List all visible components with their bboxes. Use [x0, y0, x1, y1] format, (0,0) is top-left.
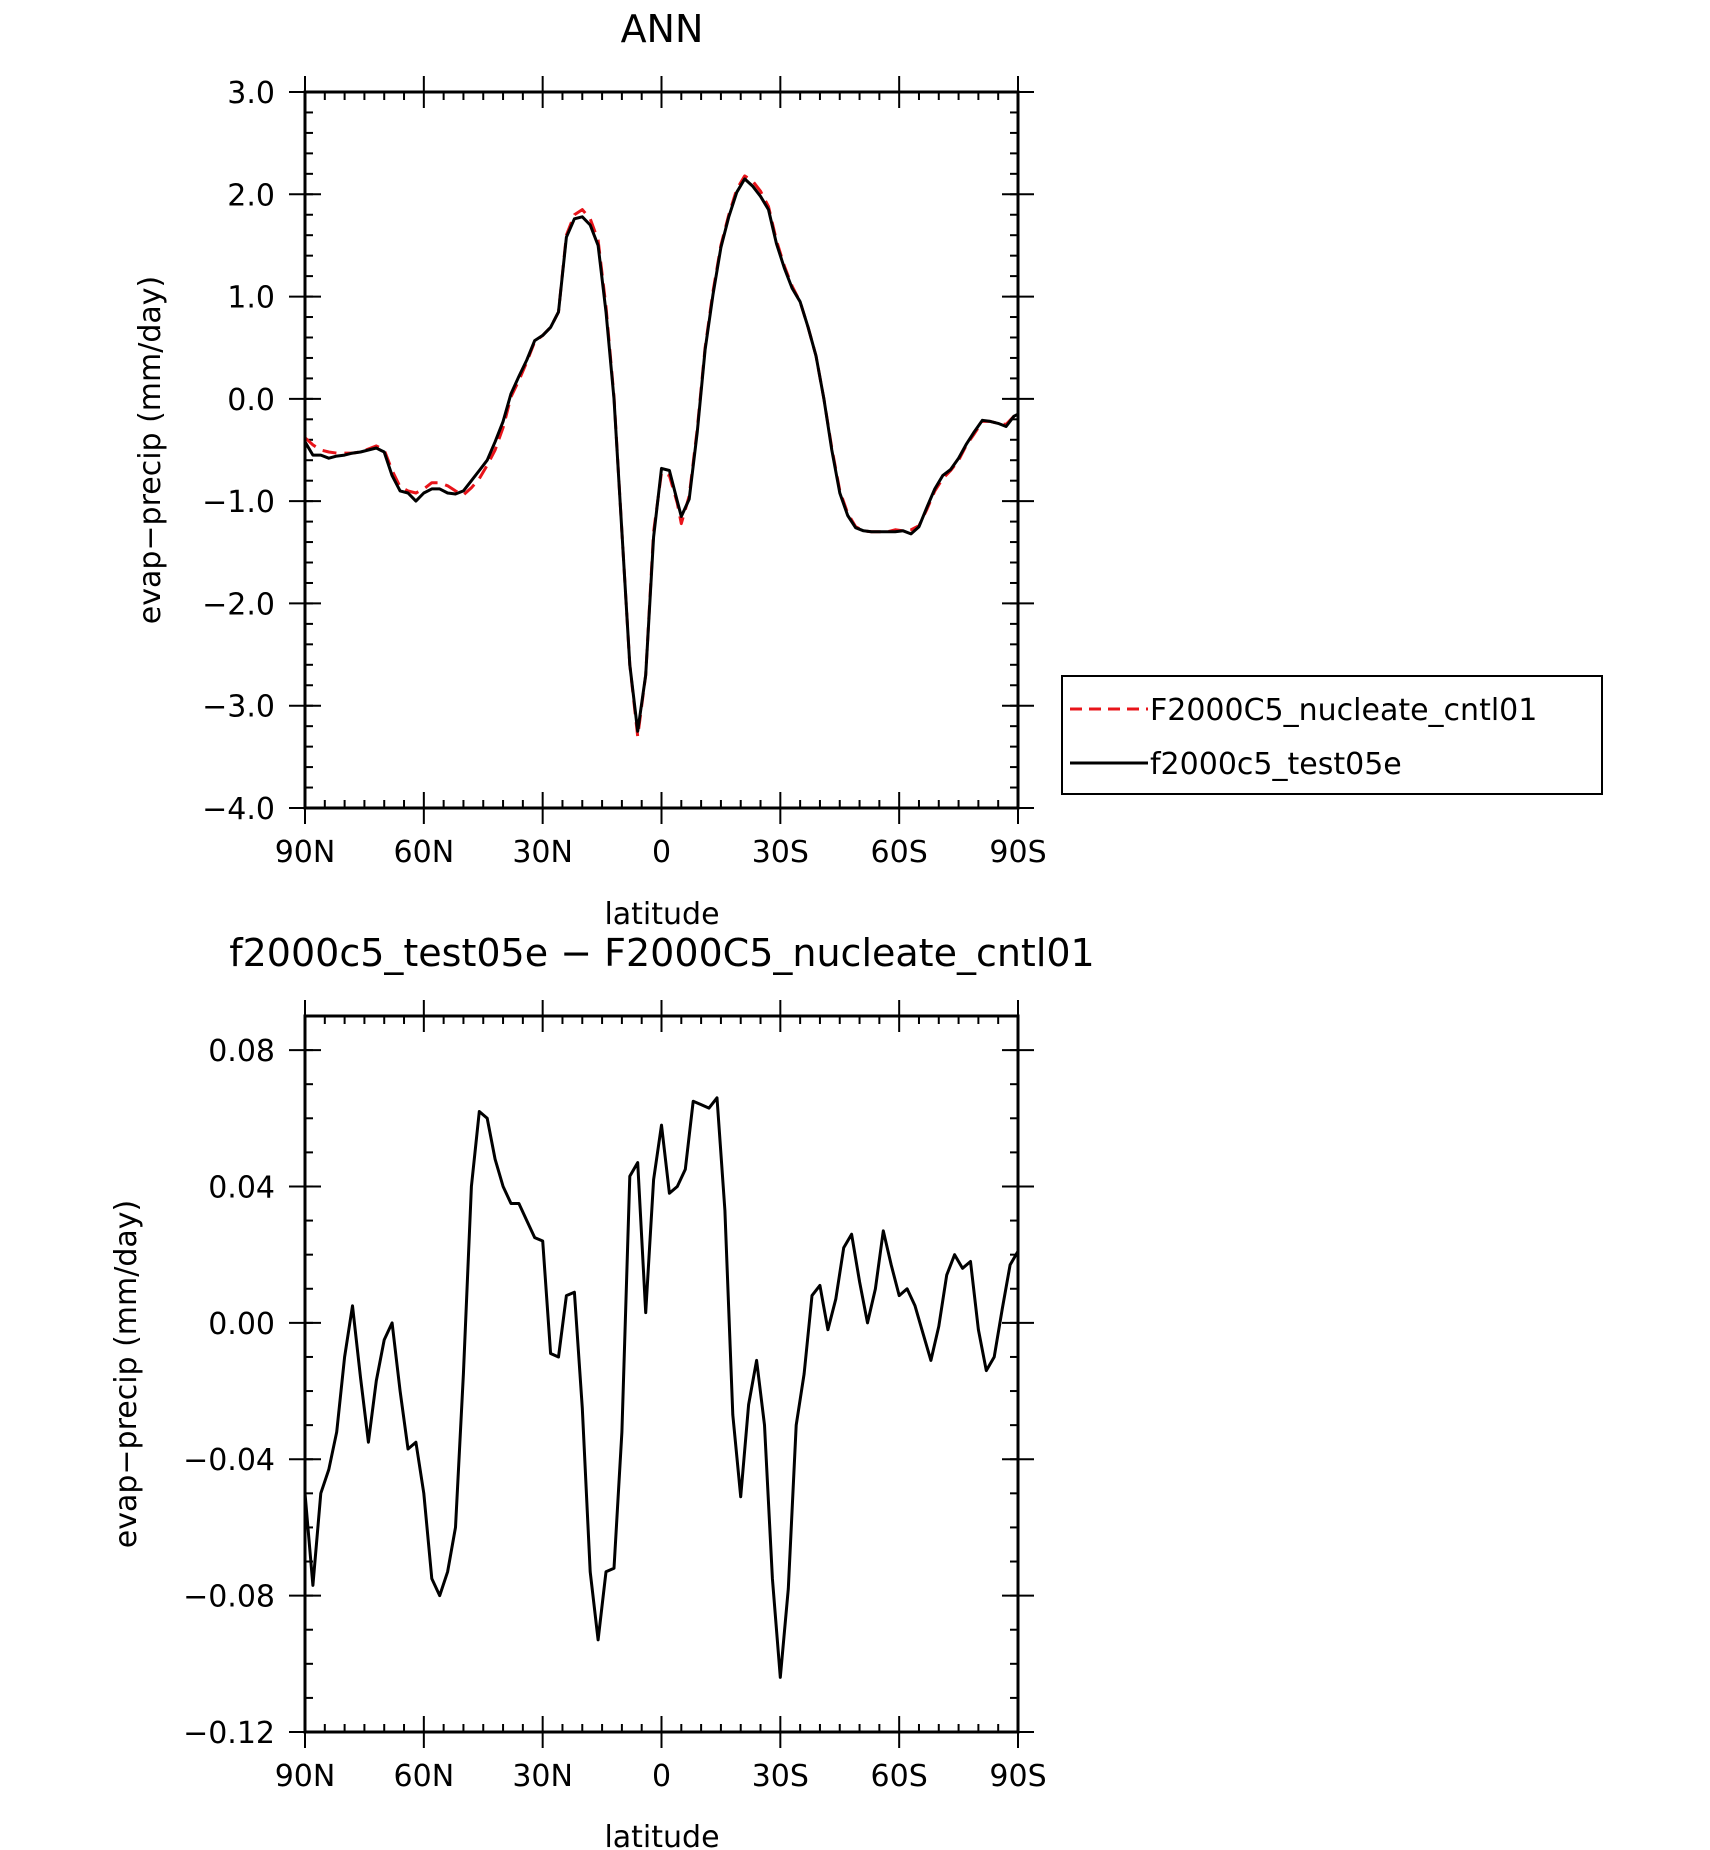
bottom-tick-labels: 90N 60N 30N 0 30S 60S 90S −0.12 −0.08 −0.04 0.00 0.… [183, 1034, 1047, 1794]
top-tick-labels: 90N 60N 30N 0 30S 60S 90S −4.0 −3.0 −2.0 −1.0 0.0 1.… [202, 76, 1046, 870]
series-line-panel1-series0 [303, 1096, 1020, 1679]
y-tick-label: −4.0 [202, 792, 275, 827]
legend-entry-cntl01: F2000C5_nucleate_cntl01 [1150, 693, 1537, 728]
bottom-chart-title: f2000c5_test05e − F2000C5_nucleate_cntl0… [229, 931, 1094, 975]
y-tick-label: 0.0 [227, 383, 275, 418]
x-tick-label: 60N [394, 1759, 455, 1794]
y-tick-label: 2.0 [227, 178, 275, 213]
x-tick-label: 60N [394, 835, 455, 870]
top-y-axis-label: evap−precip (mm/day) [133, 276, 168, 625]
top-plot-frame [303, 90, 1020, 810]
x-tick-label: 90N [275, 835, 336, 870]
x-tick-label: 0 [652, 835, 671, 870]
y-tick-label: −0.04 [183, 1443, 275, 1478]
bottom-series-lines [303, 1096, 1020, 1679]
x-tick-label: 30S [752, 835, 809, 870]
y-tick-label: −0.12 [183, 1716, 275, 1751]
bottom-x-axis-label: latitude [604, 1820, 719, 1850]
x-tick-label: 60S [871, 1759, 928, 1794]
x-tick-label: 90S [989, 1759, 1046, 1794]
top-chart-title: ANN [621, 7, 704, 51]
x-tick-label: 90N [275, 1759, 336, 1794]
y-tick-label: −0.08 [183, 1580, 275, 1615]
y-tick-label: 1.0 [227, 281, 275, 316]
y-tick-label: 0.00 [208, 1307, 275, 1342]
y-tick-label: 0.04 [208, 1170, 275, 1205]
bottom-y-axis-label: evap−precip (mm/day) [109, 1200, 144, 1549]
x-tick-label: 0 [652, 1759, 671, 1794]
x-tick-label: 60S [871, 835, 928, 870]
y-tick-label: −3.0 [202, 690, 275, 725]
top-x-axis-label: latitude [604, 897, 719, 932]
y-tick-label: −1.0 [202, 485, 275, 520]
x-tick-label: 30S [752, 1759, 809, 1794]
y-tick-label: −2.0 [202, 587, 275, 622]
bottom-plot-frame [303, 1014, 1020, 1734]
x-tick-label: 90S [989, 835, 1046, 870]
series-line-f2000c5_test05e [303, 177, 1019, 733]
top-series-lines [303, 174, 1019, 738]
legend-entry-test05e: f2000c5_test05e [1150, 747, 1402, 782]
x-tick-label: 30N [512, 835, 573, 870]
y-tick-label: 0.08 [208, 1034, 275, 1069]
x-tick-label: 30N [512, 1759, 573, 1794]
legend-box [1061, 675, 1603, 795]
bottom-panel: f2000c5_test05e − F2000C5_nucleate_cntl0… [109, 931, 1095, 1850]
y-tick-label: 3.0 [227, 76, 275, 111]
top-panel: ANN 90N 60N 30N 0 30S 60S 90S −4.0 −3.0 −2.0 −1.0 0… [133, 7, 1603, 932]
legend: F2000C5_nucleate_cntl01 f2000c5_test05e [1061, 675, 1603, 795]
